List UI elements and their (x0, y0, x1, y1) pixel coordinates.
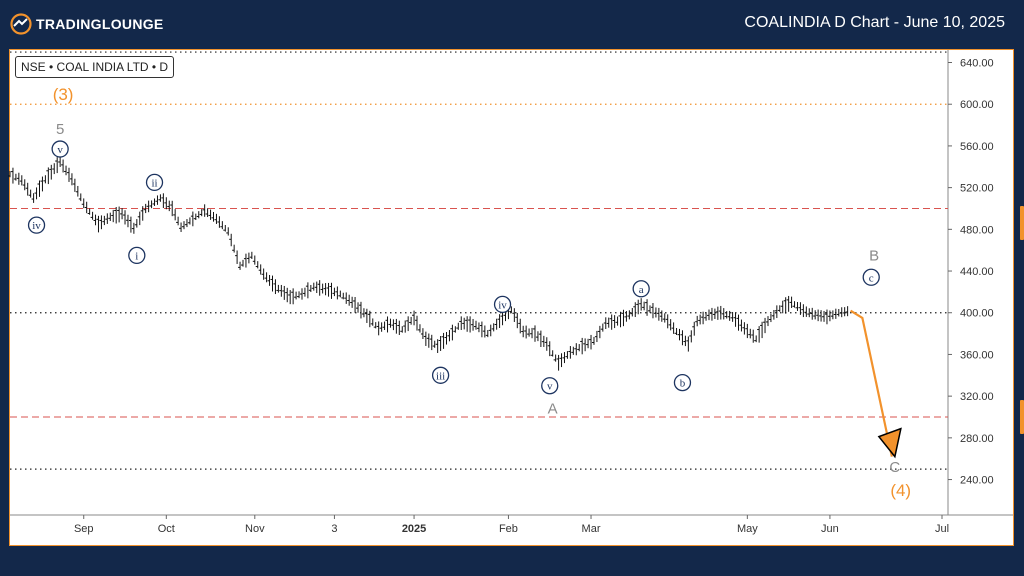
x-tick-label: Nov (245, 523, 265, 535)
projection-line (849, 309, 893, 457)
x-tick-label: Oct (158, 523, 175, 535)
wave-label-minor: A (548, 401, 558, 418)
wave-label-circle (145, 173, 164, 192)
wave-label: ii (151, 177, 157, 189)
wave-label-degree: (3) (53, 85, 74, 104)
y-tick-label: 640.00 (960, 58, 994, 70)
y-tick-label: 600.00 (960, 99, 994, 111)
chart-title: COALINDIA D Chart - June 10, 2025 (744, 14, 1005, 31)
y-tick-label: 520.00 (960, 183, 994, 195)
x-tick-label: Feb (499, 523, 518, 535)
wave-label: v (547, 381, 553, 393)
wave-label: iv (498, 299, 507, 311)
x-tick-label: 3 (331, 523, 337, 535)
x-tick-label: Jun (821, 523, 839, 535)
wave-label-circle (673, 373, 692, 392)
y-tick-label: 280.00 (960, 433, 994, 445)
wave-label-circle (27, 216, 46, 234)
y-tick-label: 440.00 (960, 266, 994, 278)
wave-label-circle (128, 246, 146, 265)
wave-label: b (680, 378, 686, 390)
header-bar: TRADINGLOUNGE COALINDIA D Chart - June 1… (0, 0, 1024, 48)
wave-label-circle (493, 295, 512, 314)
x-tick-label: Jul (935, 523, 949, 535)
y-tick-label: 240.00 (960, 475, 994, 487)
wave-label-circle (431, 366, 450, 384)
x-tick-label: Sep (74, 523, 94, 535)
y-tick-label: 400.00 (960, 308, 994, 320)
x-tick-label: Mar (582, 523, 601, 535)
wave-label: i (135, 250, 138, 262)
wave-label-degree: (4) (890, 481, 911, 500)
right-accent-bottom (1020, 400, 1024, 434)
symbol-label: NSE • COAL INDIA LTD • D (15, 56, 175, 78)
globe-icon (10, 13, 32, 35)
x-tick-label: May (737, 523, 758, 535)
wave-label-circle (51, 140, 69, 158)
wave-label: a (639, 284, 644, 296)
projection-arrowhead (877, 427, 902, 459)
wave-label-minor: 5 (56, 121, 64, 138)
wave-label: iii (436, 370, 445, 382)
wave-label: c (869, 272, 874, 284)
brand-logo: TRADINGLOUNGE (10, 12, 164, 36)
chart-area[interactable] (9, 49, 1014, 546)
wave-label: iv (32, 220, 41, 232)
brand-name: TRADINGLOUNGE (36, 16, 164, 32)
x-tick-label: 2025 (402, 523, 426, 535)
right-accent-top (1020, 206, 1024, 240)
price-bars (8, 156, 849, 371)
wave-label-minor: B (869, 247, 879, 264)
y-tick-label: 320.00 (960, 391, 994, 403)
y-tick-label: 480.00 (960, 224, 994, 236)
wave-label: v (57, 144, 63, 156)
y-tick-label: 360.00 (960, 349, 994, 361)
wave-label-circle (862, 268, 880, 286)
wave-label-circle (632, 280, 650, 298)
wave-label-minor: C (889, 459, 900, 476)
y-tick-label: 560.00 (960, 141, 994, 153)
wave-label-circle (541, 377, 559, 395)
